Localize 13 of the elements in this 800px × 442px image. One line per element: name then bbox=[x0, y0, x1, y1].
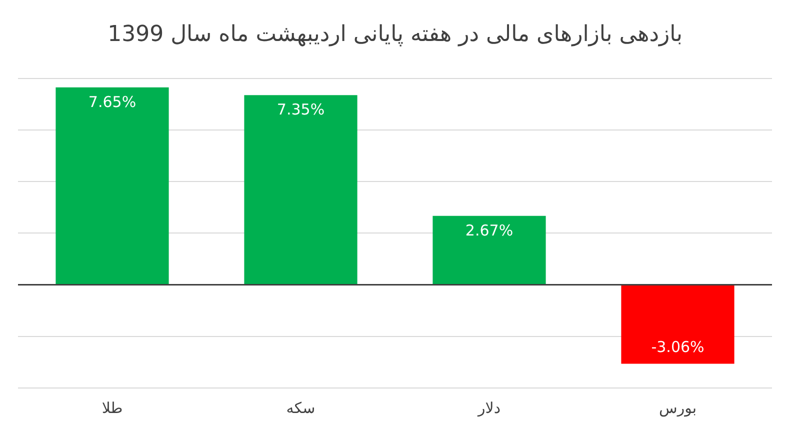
x-tick-label: دلار bbox=[477, 398, 500, 417]
chart-title: بازدهی بازارهای مالی در هفته پایانی اردیبهشت ماه سال 1399 bbox=[108, 22, 682, 47]
bar bbox=[432, 216, 546, 284]
bar bbox=[621, 286, 734, 364]
x-tick-label: سکه bbox=[286, 398, 316, 417]
data-label: 7.65% bbox=[88, 92, 136, 111]
data-label: 2.67% bbox=[465, 221, 514, 240]
bar bbox=[56, 87, 169, 284]
x-tick-label: بورس bbox=[659, 398, 696, 417]
data-label: 7.35% bbox=[276, 100, 325, 119]
bar bbox=[244, 95, 358, 284]
x-tick-label: طلا bbox=[102, 398, 123, 417]
data-label: -3.06% bbox=[651, 338, 704, 356]
